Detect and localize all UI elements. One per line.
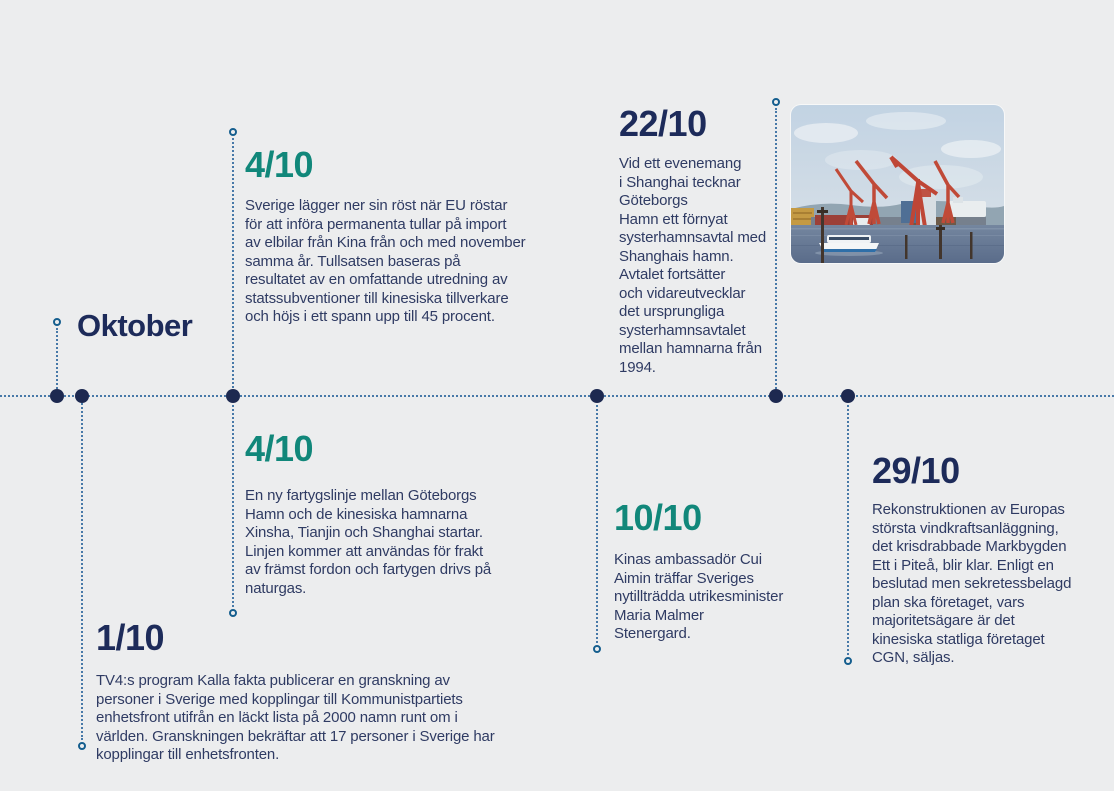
event-date: 1/10 <box>96 617 165 658</box>
event-4-10-eu-tariffs: 4/10 Sverige lägger ner sin röst när EU … <box>245 147 535 327</box>
event-date: 4/10 <box>245 428 314 469</box>
event-29-10-wind-farm: 29/10 Rekonstruktionen av Europas störst… <box>872 453 1092 668</box>
connector-29-10 <box>847 400 849 655</box>
event-text: Vid ett evenemang i Shanghai tecknar Göt… <box>619 155 767 376</box>
terminal-ring-oktober <box>53 318 61 326</box>
terminal-ring-4-10-bottom <box>229 609 237 617</box>
terminal-ring-29-10 <box>844 657 852 665</box>
event-text: TV4:s program Kalla fakta publicerar en … <box>96 672 495 763</box>
axis-node-29-10 <box>841 389 855 403</box>
event-10-10-ambassador: 10/10 Kinas ambassadör Cui Aimin träffar… <box>614 500 814 644</box>
connector-22-10 <box>775 108 777 392</box>
event-date: 22/10 <box>619 103 707 144</box>
connector-10-10 <box>596 400 598 643</box>
terminal-ring-22-10 <box>772 98 780 106</box>
event-text: Kinas ambassadör Cui Aimin träffar Sveri… <box>614 551 784 642</box>
connector-oktober <box>56 328 58 392</box>
connector-4-10-bottom <box>232 400 234 607</box>
event-text: Rekonstruktionen av Europas största vind… <box>872 501 1072 666</box>
event-1-10-kalla-fakta: 1/10 TV4:s program Kalla fakta publicera… <box>96 620 526 765</box>
terminal-ring-10-10 <box>593 645 601 653</box>
event-date: 10/10 <box>614 497 702 538</box>
axis-node-10-10 <box>590 389 604 403</box>
harbor-photo-illustration <box>791 105 1004 263</box>
connector-1-10 <box>81 400 83 740</box>
connector-4-10-top <box>232 138 234 392</box>
axis-node-1-10 <box>75 389 89 403</box>
month-label: Oktober <box>77 308 193 343</box>
terminal-ring-4-10-top <box>229 128 237 136</box>
event-4-10-ship-line: 4/10 En ny fartygslinje mellan Göteborgs… <box>245 431 535 598</box>
harbor-photo <box>791 105 1004 263</box>
axis-node-4-10 <box>226 389 240 403</box>
terminal-ring-1-10 <box>78 742 86 750</box>
event-22-10-sister-port: 22/10 Vid ett evenemang i Shanghai teckn… <box>619 106 779 377</box>
event-date: 4/10 <box>245 144 314 185</box>
event-date: 29/10 <box>872 450 960 491</box>
axis-node-oktober <box>50 389 64 403</box>
event-text: En ny fartygslinje mellan Göteborgs Hamn… <box>245 487 492 597</box>
axis-node-22-10 <box>769 389 783 403</box>
timeline-axis <box>0 395 1114 397</box>
event-text: Sverige lägger ner sin röst när EU rösta… <box>245 197 526 325</box>
